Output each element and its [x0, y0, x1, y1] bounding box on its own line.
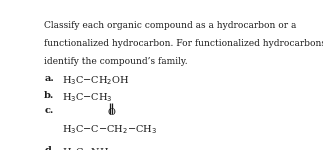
- Text: Classify each organic compound as a hydrocarbon or a: Classify each organic compound as a hydr…: [44, 21, 297, 30]
- Text: a.: a.: [44, 74, 54, 83]
- Text: H$_3$C$-$NH$_2$: H$_3$C$-$NH$_2$: [62, 146, 113, 150]
- Text: functionalized hydrocarbon. For functionalized hydrocarbons,: functionalized hydrocarbon. For function…: [44, 39, 323, 48]
- Text: d.: d.: [44, 146, 54, 150]
- Text: identify the compound’s family.: identify the compound’s family.: [44, 57, 188, 66]
- Text: c.: c.: [44, 106, 53, 115]
- Text: H$_3$C$-$CH$_3$: H$_3$C$-$CH$_3$: [62, 91, 112, 104]
- Text: b.: b.: [44, 91, 54, 100]
- Text: O: O: [108, 108, 115, 117]
- Text: H$_3$C$-$C$-$CH$_2$$-$CH$_3$: H$_3$C$-$C$-$CH$_2$$-$CH$_3$: [62, 123, 157, 136]
- Text: H$_3$C$-$CH$_2$OH: H$_3$C$-$CH$_2$OH: [62, 74, 129, 87]
